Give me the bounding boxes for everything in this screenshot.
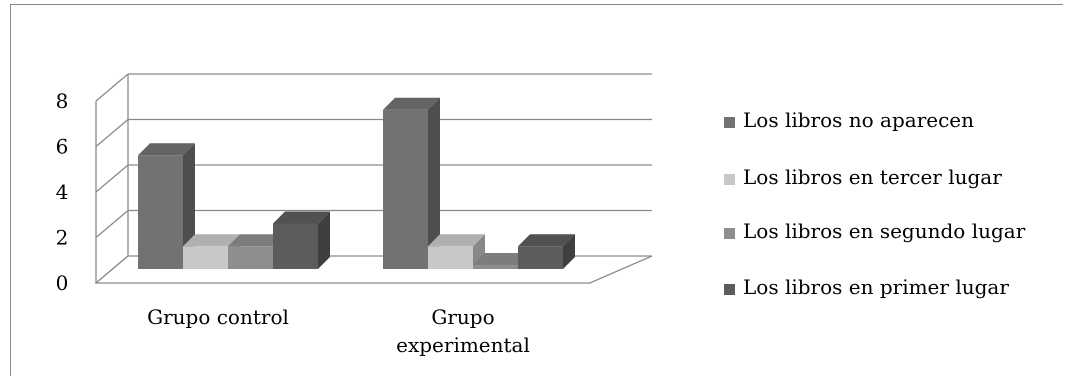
bar	[228, 246, 273, 269]
bar-top	[273, 211, 330, 224]
bar	[473, 265, 518, 269]
legend-swatch	[724, 174, 735, 185]
y-tick-label: 6	[56, 135, 69, 159]
x-category-label: experimental	[396, 333, 530, 357]
legend-label: Los libros en tercer lugar	[743, 165, 1002, 189]
gridline-side	[95, 119, 129, 147]
y-tick-label: 4	[56, 180, 69, 204]
bar	[428, 246, 473, 269]
legend-swatch	[724, 284, 735, 295]
bar-side	[318, 211, 330, 269]
bar-side	[563, 234, 575, 269]
x-category-label: Grupo control	[147, 305, 289, 329]
chart-frame	[10, 4, 1063, 376]
legend-label: Los libros en primer lugar	[743, 275, 1009, 299]
bar-top	[428, 234, 485, 247]
bar-top	[183, 234, 240, 247]
legend-swatch	[724, 228, 735, 239]
bar	[138, 155, 183, 269]
bar-top	[383, 97, 440, 110]
legend-item-primer-lugar: Los libros en primer lugar	[724, 275, 1043, 299]
legend-item-segundo-lugar: Los libros en segundo lugar	[724, 219, 1043, 243]
legend-label: Los libros en segundo lugar	[743, 219, 1026, 243]
bar-top	[228, 234, 285, 247]
legend-item-no-aparecen: Los libros no aparecen	[724, 108, 1043, 132]
legend-label: Los libros no aparecen	[743, 108, 975, 132]
y-tick-label: 0	[56, 271, 69, 295]
gridline-side	[95, 73, 129, 102]
y-tick-label: 2	[56, 226, 69, 250]
bars-layer	[138, 97, 575, 269]
bar	[518, 246, 563, 269]
gridline-side	[95, 164, 129, 193]
bar-top	[518, 234, 575, 247]
bar-top	[473, 253, 530, 265]
gridline-side	[95, 210, 129, 238]
text-layer: 0 2 4 6 8 Grupo control Grupo experimental	[56, 89, 530, 357]
bar-top	[138, 143, 195, 156]
legend-swatch	[724, 117, 735, 128]
bar	[273, 223, 318, 269]
legend-item-tercer-lugar: Los libros en tercer lugar	[724, 165, 1043, 189]
bar-side	[473, 234, 485, 269]
x-category-label: Grupo	[431, 305, 494, 329]
bar	[183, 246, 228, 269]
y-tick-label: 8	[56, 89, 69, 113]
bar-side	[428, 97, 440, 269]
bar	[383, 109, 428, 269]
